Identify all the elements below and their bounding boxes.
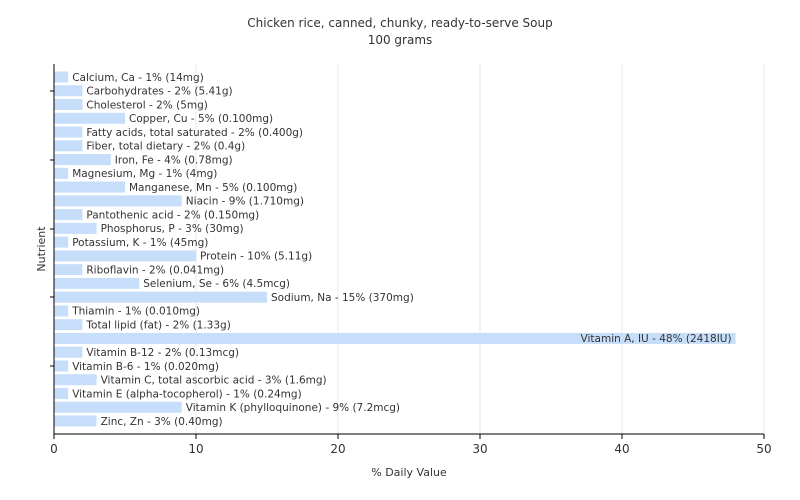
- bar: [54, 71, 69, 83]
- bar-label: Vitamin C, total ascorbic acid - 3% (1.6…: [101, 375, 327, 387]
- bar: [54, 195, 182, 207]
- bar-label: Manganese, Mn - 5% (0.100mg): [129, 182, 297, 194]
- x-tick-label: 0: [50, 442, 58, 456]
- bar: [54, 346, 83, 358]
- bar: [54, 291, 267, 303]
- x-axis-label: % Daily Value: [371, 466, 447, 479]
- y-axis-label: Nutrient: [35, 226, 48, 272]
- bar-label: Fiber, total dietary - 2% (0.4g): [86, 141, 245, 153]
- grid: [195, 64, 765, 434]
- bar: [54, 264, 83, 276]
- bar: [54, 126, 83, 138]
- bars: [54, 71, 736, 427]
- bar-label: Sodium, Na - 15% (370mg): [271, 292, 414, 304]
- bar: [54, 319, 83, 331]
- x-tick-label: 40: [614, 442, 629, 456]
- bar: [54, 99, 83, 111]
- bar: [54, 401, 182, 413]
- bar-label: Protein - 10% (5.11g): [200, 251, 312, 263]
- x-tick-label: 10: [188, 442, 203, 456]
- bar-label: Vitamin K (phylloquinone) - 9% (7.2mcg): [186, 402, 400, 414]
- bar: [54, 181, 125, 193]
- bar-label: Carbohydrates - 2% (5.41g): [86, 86, 232, 98]
- bar: [54, 305, 69, 317]
- bar: [54, 85, 83, 97]
- bar-label: Copper, Cu - 5% (0.100mg): [129, 113, 273, 125]
- bar-label: Vitamin A, IU - 48% (2418IU): [581, 333, 732, 345]
- bar-label: Cholesterol - 2% (5mg): [86, 99, 207, 111]
- bar: [54, 250, 196, 262]
- bar: [54, 277, 140, 289]
- bar: [54, 415, 97, 427]
- bar: [54, 360, 69, 372]
- bar: [54, 236, 69, 248]
- bar-label: Zinc, Zn - 3% (0.40mg): [101, 416, 223, 428]
- bar-label: Niacin - 9% (1.710mg): [186, 196, 304, 208]
- bar-label: Calcium, Ca - 1% (14mg): [72, 72, 204, 84]
- chart-subtitle: 100 grams: [368, 33, 433, 47]
- bar: [54, 374, 97, 386]
- x-tick-label: 20: [330, 442, 345, 456]
- bar-label: Pantothenic acid - 2% (0.150mg): [86, 209, 259, 221]
- bar: [54, 332, 736, 344]
- chart-title: Chicken rice, canned, chunky, ready-to-s…: [247, 16, 552, 30]
- x-tick-label: 30: [472, 442, 487, 456]
- bar: [54, 387, 69, 399]
- bar-label: Magnesium, Mg - 1% (4mg): [72, 168, 217, 180]
- bar-label: Fatty acids, total saturated - 2% (0.400…: [86, 127, 303, 139]
- bar: [54, 140, 83, 152]
- bar-label: Total lipid (fat) - 2% (1.33g): [85, 319, 230, 331]
- bar-label: Riboflavin - 2% (0.041mg): [86, 264, 224, 276]
- x-tick-label: 50: [756, 442, 771, 456]
- axes: 0 10 20 30 40 50: [50, 64, 772, 456]
- bar: [54, 222, 97, 234]
- bar-labels: Calcium, Ca - 1% (14mg) Carbohydrates - 2…: [71, 72, 731, 428]
- bar-label: Vitamin B-12 - 2% (0.13mcg): [86, 347, 239, 359]
- bar: [54, 112, 125, 124]
- bar: [54, 167, 69, 179]
- plot-area: [54, 64, 764, 434]
- bar-label: Vitamin B-6 - 1% (0.020mg): [72, 361, 219, 373]
- bar-label: Selenium, Se - 6% (4.5mcg): [143, 278, 290, 290]
- bar-label: Phosphorus, P - 3% (30mg): [101, 223, 244, 235]
- bar-label: Thiamin - 1% (0.010mg): [71, 306, 200, 318]
- bar-label: Iron, Fe - 4% (0.78mg): [115, 154, 233, 166]
- bar: [54, 209, 83, 221]
- bar-label: Potassium, K - 1% (45mg): [72, 237, 208, 249]
- bar: [54, 154, 111, 166]
- bar-label: Vitamin E (alpha-tocopherol) - 1% (0.24m…: [72, 388, 302, 400]
